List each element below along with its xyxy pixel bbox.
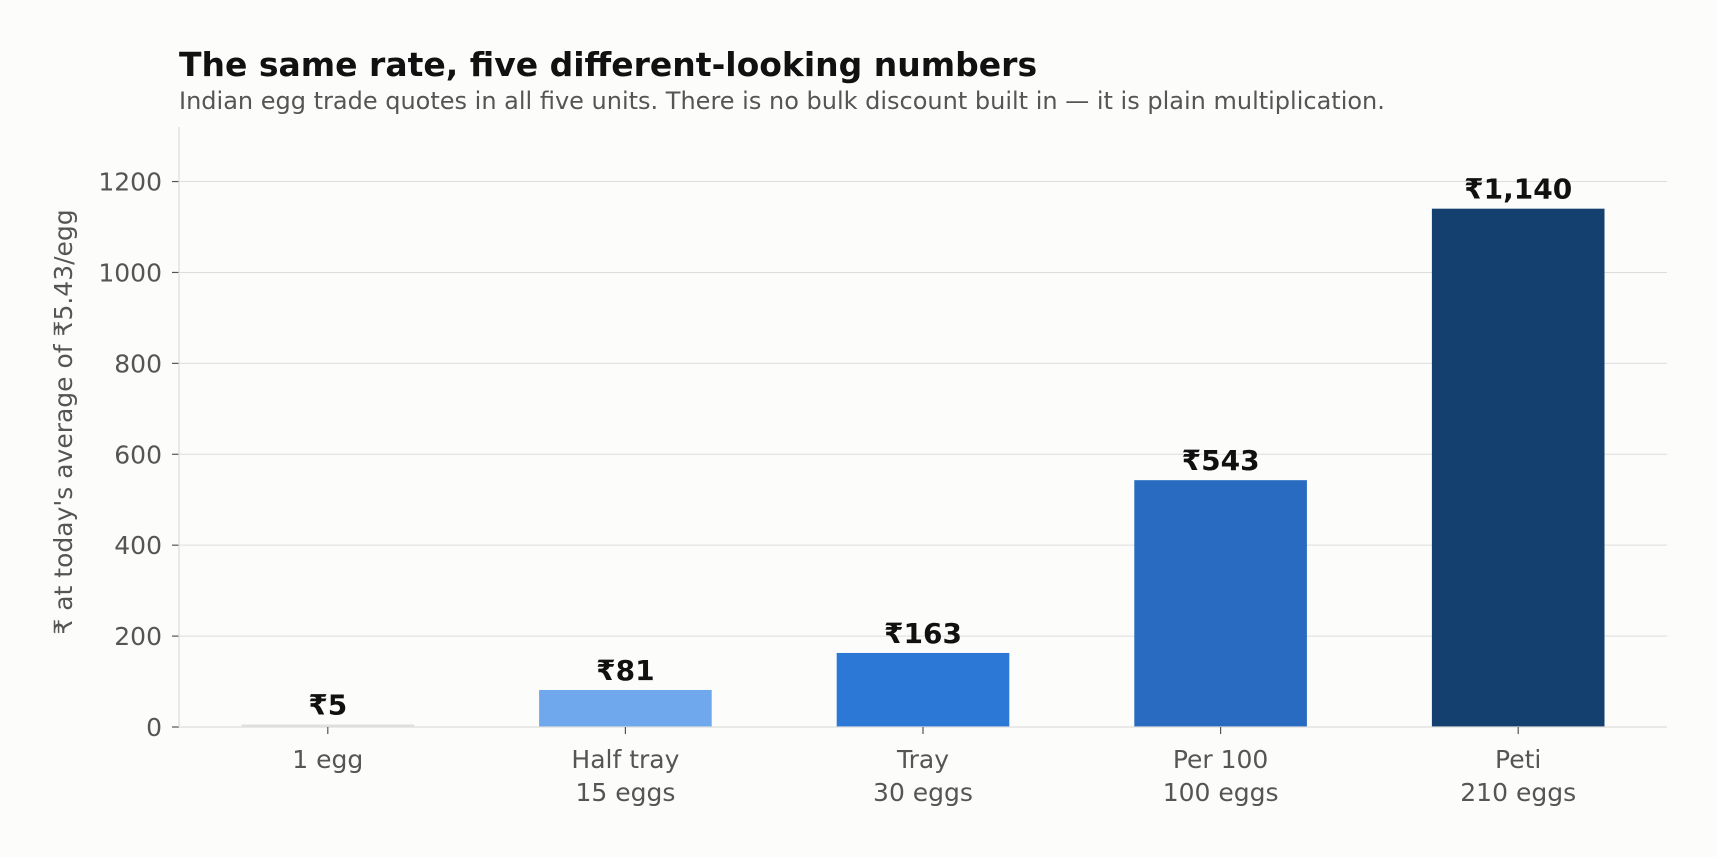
y-tick-label: 0	[146, 713, 162, 742]
y-tick-label: 1000	[98, 258, 162, 287]
bar	[241, 724, 415, 727]
axes: 0 200 400 600 800 1000 1200 1 egg Half tray 15 eg…	[98, 127, 1667, 807]
y-tick-label: 1200	[98, 168, 162, 197]
chart-title: The same rate, five different-looking nu…	[179, 45, 1037, 84]
y-tick-label: 600	[114, 440, 162, 469]
data-label: ₹163	[884, 617, 962, 650]
bar	[539, 689, 712, 727]
gridlines	[179, 181, 1667, 637]
bar	[1431, 208, 1605, 727]
y-tick-label: 200	[114, 622, 162, 651]
data-label: ₹81	[596, 654, 654, 687]
x-tick-label: Per 100 100 eggs	[1163, 745, 1279, 807]
data-labels: ₹5 ₹81 ₹163 ₹543 ₹1,140	[308, 173, 1572, 722]
data-label: ₹543	[1182, 444, 1260, 477]
bar	[1134, 480, 1307, 727]
y-tick-label: 800	[114, 349, 162, 378]
x-tick-label: Peti 210 eggs	[1460, 745, 1576, 807]
data-label: ₹5	[308, 689, 347, 722]
bars	[241, 208, 1605, 727]
x-tick-label: Half tray 15 eggs	[571, 745, 679, 807]
x-tick-label: 1 egg	[292, 745, 363, 774]
x-tick-label: Tray 30 eggs	[873, 745, 973, 807]
chart-subtitle: Indian egg trade quotes in all five unit…	[179, 87, 1385, 115]
bar	[836, 652, 1010, 727]
y-tick-label: 400	[114, 531, 162, 560]
data-label: ₹1,140	[1464, 173, 1572, 206]
y-axis-label: ₹ at today's average of ₹5.43/egg	[49, 209, 78, 634]
